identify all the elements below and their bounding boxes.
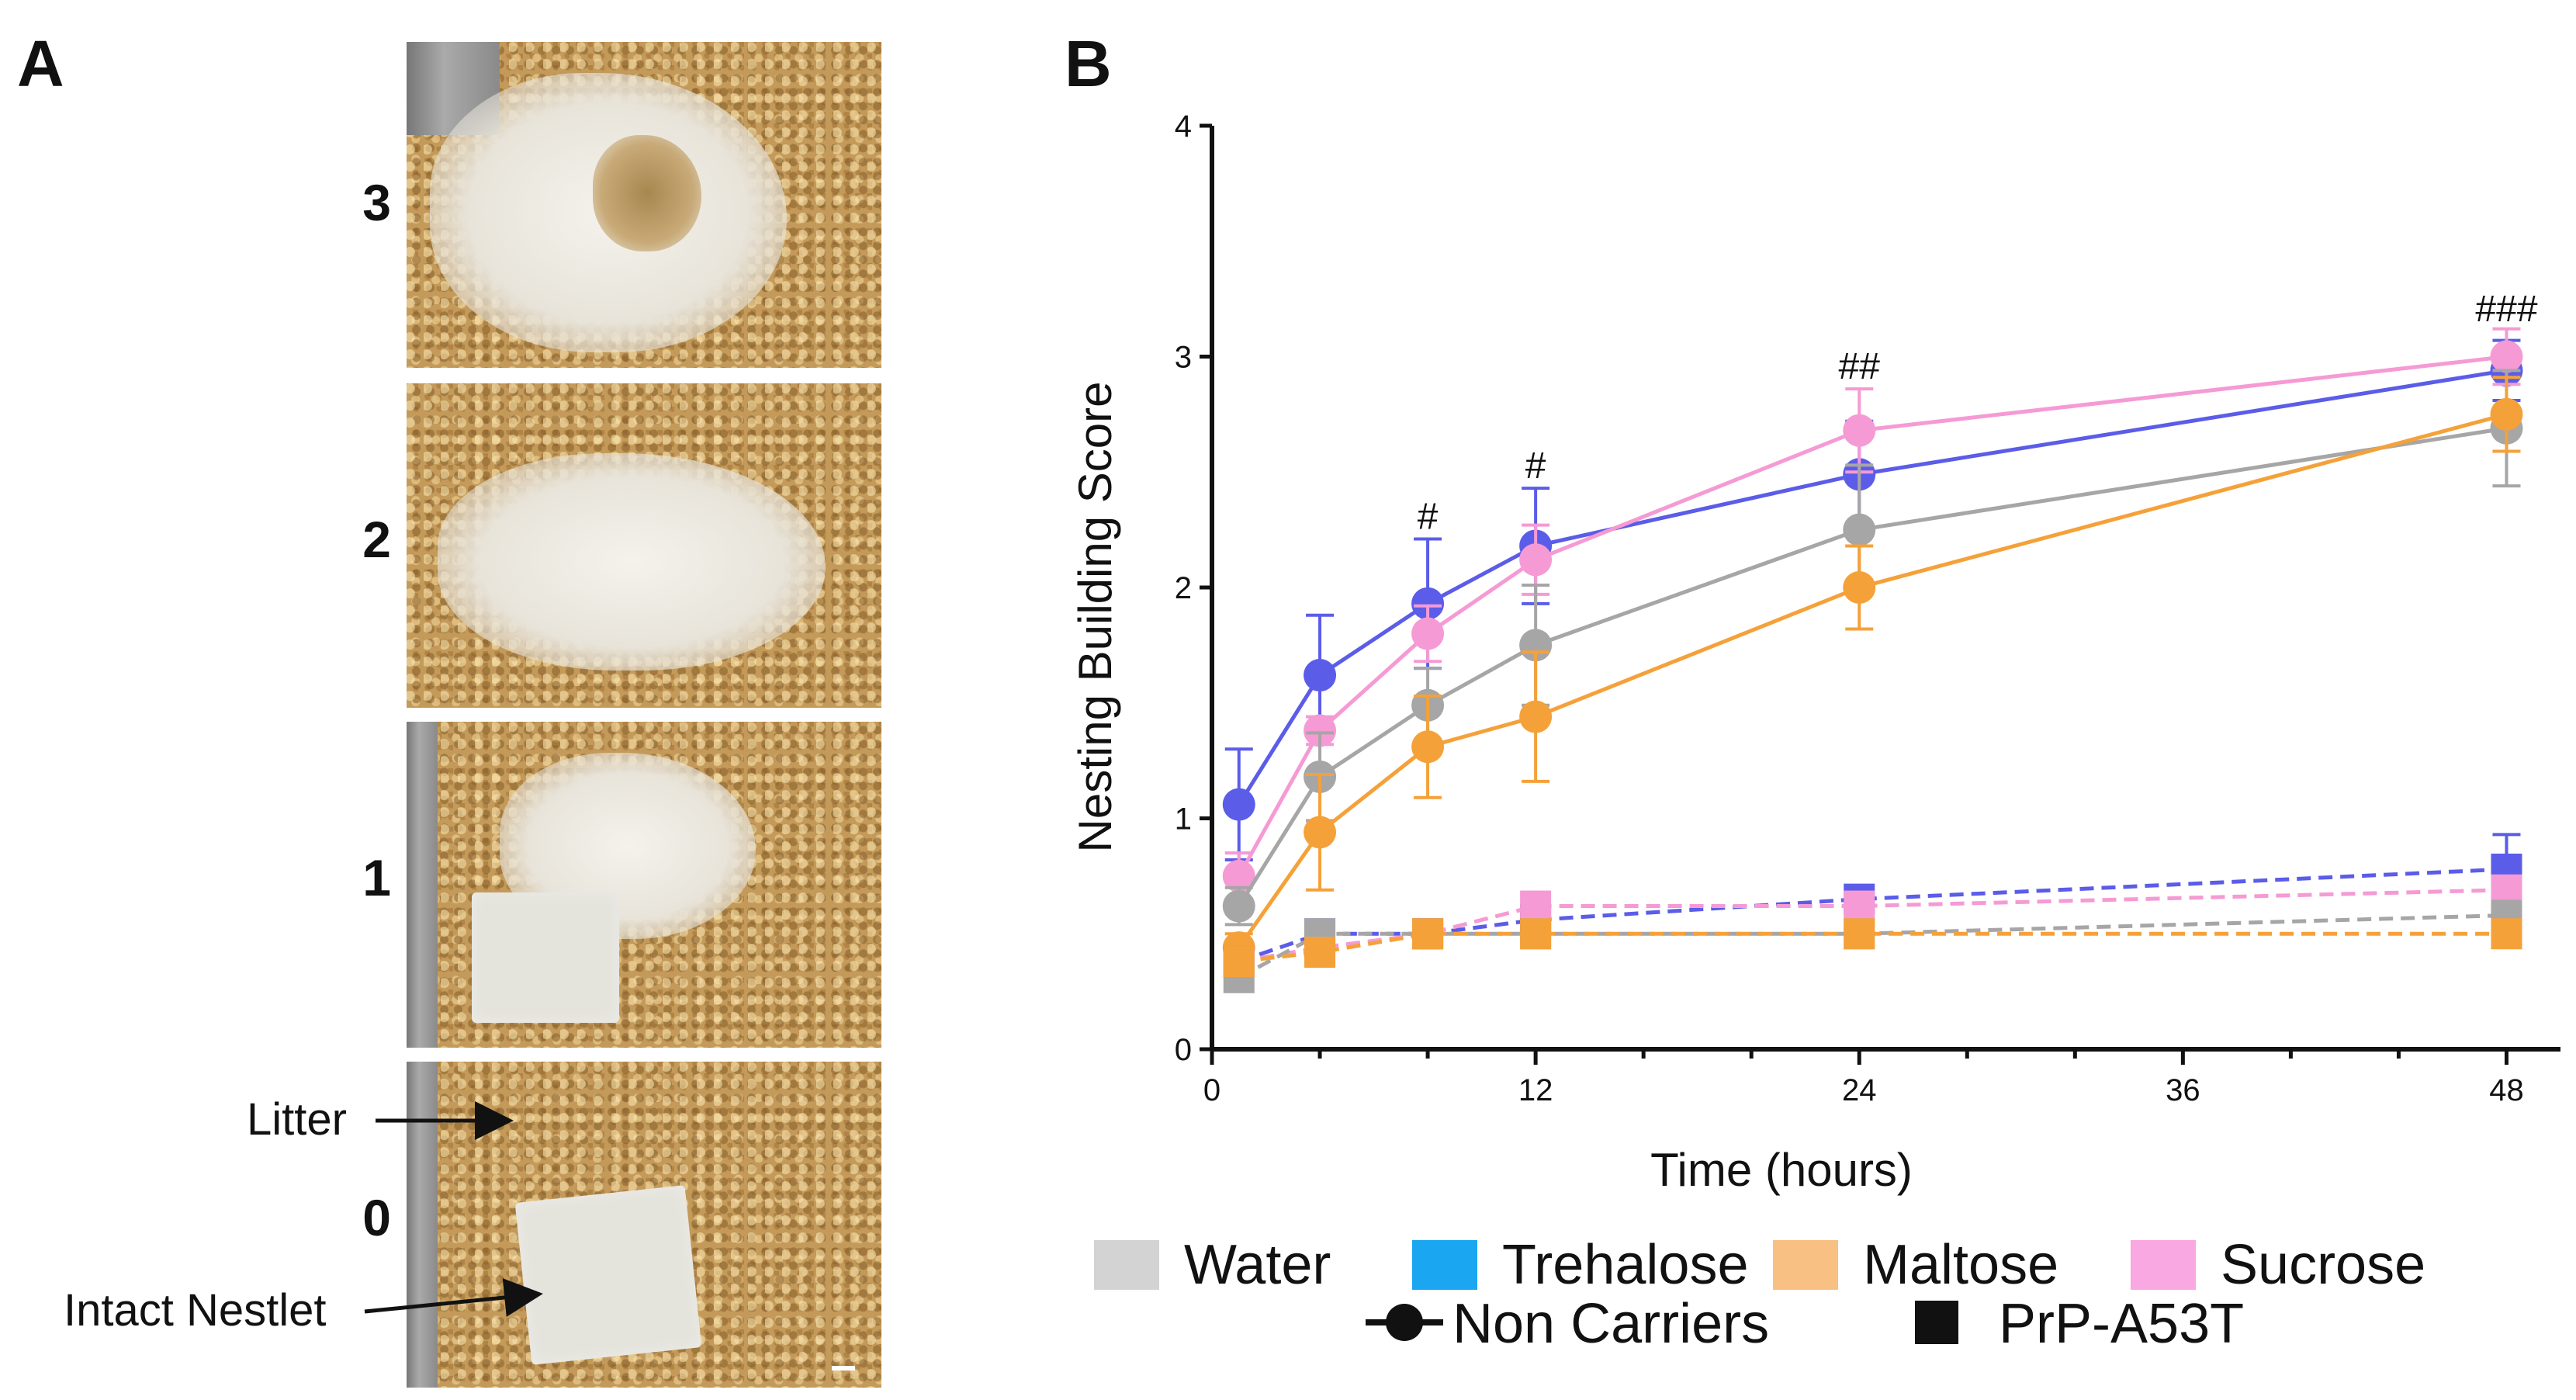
- series-line: [1237, 426, 2507, 907]
- legend-marker-non-carriers: [1386, 1304, 1423, 1341]
- y-tick-label: 0: [1175, 1033, 1192, 1067]
- data-point: [1411, 617, 1445, 650]
- y-tick-label: 4: [1175, 109, 1192, 144]
- y-tick-label: 1: [1175, 802, 1192, 837]
- legend-label-water: Water: [1184, 1234, 1331, 1296]
- data-point: [1844, 890, 1875, 922]
- data-point: [1519, 700, 1553, 733]
- data-point: [1222, 859, 1255, 892]
- significance-marker: ###: [2475, 289, 2537, 330]
- data-point: [1519, 543, 1553, 577]
- legend-label-non-carriers: Non Carriers: [1452, 1293, 1769, 1355]
- intact-nestlet-label: Intact Nestlet: [64, 1285, 327, 1336]
- y-tick-label: 2: [1175, 571, 1192, 605]
- data-point: [1304, 659, 1337, 692]
- legend-swatch-trehalose: [1412, 1240, 1477, 1290]
- data-point: [2490, 397, 2523, 431]
- data-point: [1304, 937, 1336, 969]
- significance-marker: #: [1418, 497, 1439, 538]
- nest-photo-score-2: [407, 383, 881, 708]
- legend-swatch-water: [1094, 1240, 1159, 1290]
- data-point: [1520, 918, 1552, 950]
- data-point: [1843, 513, 1876, 546]
- data-point: [1520, 890, 1552, 922]
- data-point: [1411, 587, 1445, 620]
- series-line: [1237, 412, 2508, 949]
- panel-b-letter: B: [1065, 27, 1112, 100]
- x-tick-label: 36: [2166, 1073, 2200, 1107]
- score-label-0: 0: [362, 1189, 391, 1246]
- data-point: [2490, 340, 2523, 373]
- legend-swatch-maltose: [1773, 1240, 1838, 1290]
- chart-annotations: #######: [1418, 289, 2538, 538]
- x-tick-label: 48: [2489, 1073, 2524, 1107]
- data-point: [1411, 730, 1445, 764]
- series-maltose-prp-a53t: [1223, 918, 2522, 977]
- series-line: [1237, 355, 2507, 878]
- series-trehalose-non-carriers: [1222, 338, 2523, 862]
- series-water-non-carriers: [1222, 369, 2523, 927]
- score-label-1: 1: [362, 849, 391, 906]
- data-point: [1222, 889, 1255, 923]
- score-label-3: 3: [362, 174, 391, 231]
- data-point: [2491, 918, 2522, 950]
- chart-legend: Water Trehalose Maltose Sucrose Non Carriers…: [1094, 1234, 2425, 1355]
- legend-label-trehalose: Trehalose: [1502, 1234, 1749, 1296]
- chart-series: [1222, 327, 2523, 993]
- data-point: [1222, 788, 1255, 821]
- x-tick-label: 24: [1842, 1073, 1877, 1107]
- data-point: [1844, 918, 1875, 950]
- x-axis-label: Time (hours): [1650, 1144, 1913, 1196]
- legend-swatch-sucrose: [2131, 1240, 2196, 1290]
- nest-photo-score-1: [407, 722, 881, 1048]
- data-point: [1412, 918, 1444, 950]
- litter-label: Litter: [247, 1094, 347, 1145]
- legend-label-sucrose: Sucrose: [2221, 1234, 2425, 1296]
- legend-label-prp-a53t: PrP-A53T: [1999, 1293, 2244, 1355]
- significance-marker: ##: [1839, 346, 1881, 387]
- x-tick-label: 0: [1203, 1073, 1220, 1107]
- significance-marker: #: [1525, 445, 1546, 487]
- legend-marker-prp-a53t: [1915, 1301, 1958, 1344]
- data-point: [1843, 414, 1876, 447]
- nest-photo-score-0: [407, 1062, 881, 1388]
- x-tick-label: 12: [1518, 1073, 1553, 1107]
- score-label-2: 2: [362, 511, 391, 568]
- y-tick-label: 3: [1175, 341, 1192, 375]
- data-point: [1304, 816, 1337, 849]
- legend-label-maltose: Maltose: [1863, 1234, 2058, 1296]
- scale-bar: [832, 1366, 855, 1371]
- panel-a-letter: A: [17, 27, 64, 100]
- y-axis-label: Nesting Building Score: [1069, 381, 1121, 852]
- data-point: [1223, 945, 1255, 977]
- nestlet-arrow: [364, 1278, 543, 1317]
- data-point: [1843, 571, 1876, 604]
- series-line: [1237, 368, 2507, 806]
- data-point: [1304, 714, 1337, 747]
- nest-photo-score-3: [407, 42, 881, 368]
